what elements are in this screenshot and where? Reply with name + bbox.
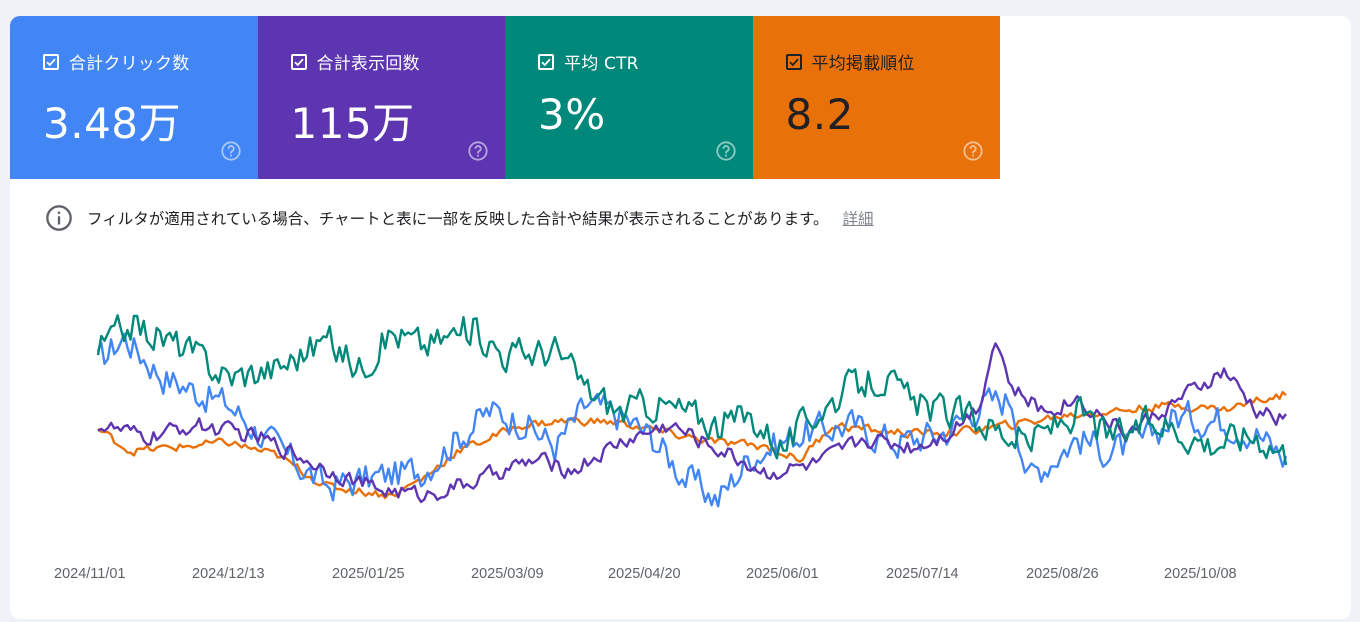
metric-label: 合計表示回数 xyxy=(316,54,420,74)
x-tick-label: 2024/11/01 xyxy=(54,566,126,582)
metric-tile-position[interactable]: 平均掲載順位 8.2 xyxy=(752,16,1000,179)
x-tick-label: 2025/04/20 xyxy=(608,566,681,582)
metric-tiles: 合計クリック数 3.48万 合計表示回数 115万 平均 CTR 3% 平均掲載順位 8.2 xyxy=(10,16,1000,179)
help-icon[interactable] xyxy=(220,140,242,162)
x-tick-label: 2025/08/26 xyxy=(1026,566,1099,582)
checkbox-checked-icon[interactable] xyxy=(43,53,59,70)
metric-tile-clicks[interactable]: 合計クリック数 3.48万 xyxy=(10,16,258,179)
series-line-clicks xyxy=(96,332,1288,508)
metric-value: 115万 xyxy=(290,99,415,148)
help-icon[interactable] xyxy=(467,140,489,162)
help-icon[interactable] xyxy=(962,140,984,162)
metric-label: 合計クリック数 xyxy=(69,54,190,74)
details-link[interactable]: 詳細 xyxy=(842,210,874,228)
x-tick-label: 2025/06/01 xyxy=(746,566,819,582)
checkbox-checked-icon[interactable] xyxy=(785,53,802,70)
metric-header: 合計表示回数 xyxy=(290,49,420,74)
metric-label: 平均 CTR xyxy=(564,54,639,74)
x-tick-label: 2025/07/14 xyxy=(886,566,959,582)
metric-header: 平均掲載順位 xyxy=(785,49,915,74)
metric-header: 合計クリック数 xyxy=(43,49,189,74)
series-line-position xyxy=(97,390,1287,500)
checkbox-checked-icon[interactable] xyxy=(290,53,307,70)
help-icon[interactable] xyxy=(715,140,737,162)
metric-tile-impressions[interactable]: 合計表示回数 115万 xyxy=(257,16,505,179)
performance-card: 合計クリック数 3.48万 合計表示回数 115万 平均 CTR 3% 平均掲載順位 8.2 … xyxy=(10,16,1351,619)
metric-value: 3% xyxy=(538,90,606,139)
x-tick-label: 2025/10/08 xyxy=(1164,566,1237,582)
x-tick-label: 2025/01/25 xyxy=(332,566,405,582)
x-tick-label: 2024/12/13 xyxy=(192,566,265,582)
x-tick-label: 2025/03/09 xyxy=(471,566,544,582)
filter-notice: フィルタが適用されている場合、チャートと表に一部を反映した合計や結果が表示される… xyxy=(45,204,874,232)
metric-tile-ctr[interactable]: 平均 CTR 3% xyxy=(505,16,753,179)
info-icon xyxy=(46,205,72,231)
metric-value: 8.2 xyxy=(785,90,854,139)
metric-label: 平均掲載順位 xyxy=(811,54,915,74)
series-line-impressions xyxy=(97,342,1287,504)
metric-value: 3.48万 xyxy=(43,99,182,148)
checkbox-checked-icon[interactable] xyxy=(538,53,554,70)
filter-notice-text: フィルタが適用されている場合、チャートと表に一部を反映した合計や結果が表示される… xyxy=(87,210,829,228)
metric-header: 平均 CTR xyxy=(538,49,639,74)
series-line-ctr xyxy=(96,314,1288,466)
